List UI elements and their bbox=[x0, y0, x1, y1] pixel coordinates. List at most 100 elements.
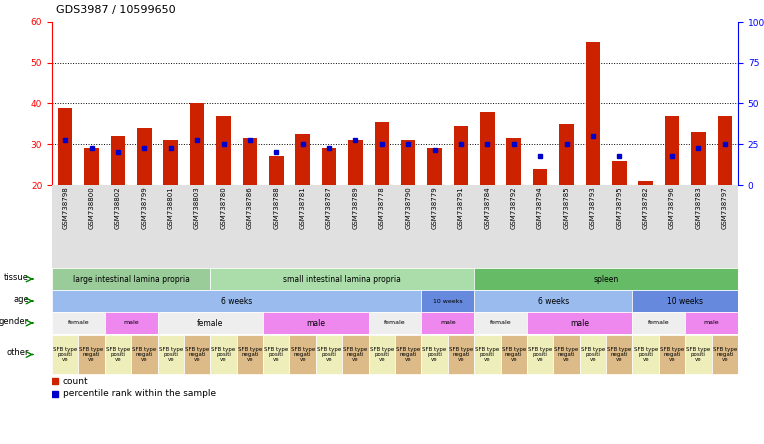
Text: SFB type
negati
ve: SFB type negati ve bbox=[448, 347, 473, 361]
Text: female: female bbox=[648, 321, 670, 325]
Text: SFB type
positi
ve: SFB type positi ve bbox=[686, 347, 711, 361]
Text: SFB type
positi
ve: SFB type positi ve bbox=[212, 347, 235, 361]
Bar bbox=[105, 313, 157, 333]
Text: large intestinal lamina propria: large intestinal lamina propria bbox=[73, 274, 189, 284]
Text: SFB type
positi
ve: SFB type positi ve bbox=[317, 347, 342, 361]
Bar bbox=[633, 335, 659, 374]
Bar bbox=[533, 169, 547, 185]
Bar bbox=[263, 335, 290, 374]
Bar bbox=[639, 181, 653, 185]
Bar bbox=[401, 140, 416, 185]
Bar bbox=[163, 140, 178, 185]
Bar bbox=[665, 116, 679, 185]
Text: SFB type
negati
ve: SFB type negati ve bbox=[607, 347, 631, 361]
Text: SFB type
negati
ve: SFB type negati ve bbox=[502, 347, 526, 361]
Text: SFB type
positi
ve: SFB type positi ve bbox=[581, 347, 605, 361]
Text: SFB type
positi
ve: SFB type positi ve bbox=[370, 347, 394, 361]
Bar bbox=[474, 269, 738, 289]
Bar bbox=[527, 335, 553, 374]
Bar bbox=[137, 128, 151, 185]
Bar bbox=[448, 335, 474, 374]
Bar bbox=[586, 42, 601, 185]
Bar bbox=[422, 335, 448, 374]
Text: GSM738787: GSM738787 bbox=[326, 186, 332, 230]
Bar bbox=[52, 335, 79, 374]
Bar bbox=[374, 122, 389, 185]
Bar bbox=[269, 156, 283, 185]
Bar bbox=[685, 313, 738, 333]
Text: female: female bbox=[384, 321, 406, 325]
Text: GSM738791: GSM738791 bbox=[458, 186, 464, 230]
Text: tissue: tissue bbox=[4, 274, 29, 282]
Text: GSM738794: GSM738794 bbox=[537, 186, 543, 229]
Bar bbox=[52, 269, 210, 289]
Bar bbox=[368, 335, 395, 374]
Bar bbox=[474, 335, 500, 374]
Text: GSM738798: GSM738798 bbox=[62, 186, 68, 230]
Text: SFB type
positi
ve: SFB type positi ve bbox=[475, 347, 500, 361]
Text: SFB type
negati
ve: SFB type negati ve bbox=[238, 347, 262, 361]
Bar bbox=[348, 140, 363, 185]
Text: gender: gender bbox=[0, 317, 29, 326]
Bar bbox=[58, 107, 73, 185]
Bar bbox=[342, 335, 368, 374]
Text: SFB type
positi
ve: SFB type positi ve bbox=[528, 347, 552, 361]
Bar bbox=[290, 335, 316, 374]
Text: GSM738780: GSM738780 bbox=[221, 186, 226, 230]
Text: GSM738796: GSM738796 bbox=[669, 186, 675, 230]
Bar bbox=[711, 335, 738, 374]
Bar bbox=[184, 335, 210, 374]
Text: SFB type
negati
ve: SFB type negati ve bbox=[555, 347, 578, 361]
Text: spleen: spleen bbox=[594, 274, 619, 284]
Bar bbox=[105, 335, 131, 374]
Bar bbox=[368, 313, 422, 333]
Text: GSM738789: GSM738789 bbox=[352, 186, 358, 230]
Bar bbox=[79, 335, 105, 374]
Bar bbox=[500, 335, 527, 374]
Text: GSM738784: GSM738784 bbox=[484, 186, 490, 229]
Bar bbox=[612, 161, 626, 185]
Bar bbox=[507, 138, 521, 185]
Text: female: female bbox=[490, 321, 511, 325]
Text: GSM738799: GSM738799 bbox=[141, 186, 147, 230]
Text: GSM738779: GSM738779 bbox=[432, 186, 438, 230]
Bar bbox=[52, 313, 105, 333]
Text: SFB type
negati
ve: SFB type negati ve bbox=[185, 347, 209, 361]
Bar bbox=[633, 313, 685, 333]
Bar bbox=[553, 335, 580, 374]
Text: GSM738793: GSM738793 bbox=[590, 186, 596, 230]
Text: GSM738801: GSM738801 bbox=[168, 186, 173, 230]
Text: GSM738790: GSM738790 bbox=[405, 186, 411, 230]
Bar bbox=[474, 313, 527, 333]
Bar bbox=[190, 103, 205, 185]
Bar bbox=[157, 335, 184, 374]
Bar bbox=[210, 269, 474, 289]
Bar bbox=[84, 148, 99, 185]
Text: SFB type
negati
ve: SFB type negati ve bbox=[660, 347, 685, 361]
Text: 6 weeks: 6 weeks bbox=[221, 297, 252, 305]
Bar bbox=[606, 335, 633, 374]
Text: SFB type
positi
ve: SFB type positi ve bbox=[633, 347, 658, 361]
Text: GSM738781: GSM738781 bbox=[299, 186, 306, 230]
Bar bbox=[316, 335, 342, 374]
Text: male: male bbox=[306, 318, 325, 328]
Bar bbox=[685, 335, 711, 374]
Text: GSM738786: GSM738786 bbox=[247, 186, 253, 230]
Text: GSM738783: GSM738783 bbox=[695, 186, 701, 230]
Text: SFB type
negati
ve: SFB type negati ve bbox=[79, 347, 104, 361]
Bar bbox=[422, 290, 474, 312]
Text: GSM738788: GSM738788 bbox=[274, 186, 280, 230]
Text: other: other bbox=[6, 348, 29, 357]
Text: SFB type
negati
ve: SFB type negati ve bbox=[132, 347, 157, 361]
Text: SFB type
negati
ve: SFB type negati ve bbox=[396, 347, 420, 361]
Text: GSM738802: GSM738802 bbox=[115, 186, 121, 229]
Text: small intestinal lamina propria: small intestinal lamina propria bbox=[283, 274, 401, 284]
Text: SFB type
negati
ve: SFB type negati ve bbox=[290, 347, 315, 361]
Bar bbox=[210, 335, 237, 374]
Text: male: male bbox=[440, 321, 455, 325]
Text: GSM738803: GSM738803 bbox=[194, 186, 200, 230]
Text: SFB type
positi
ve: SFB type positi ve bbox=[53, 347, 77, 361]
Bar bbox=[263, 313, 368, 333]
Text: GSM738795: GSM738795 bbox=[617, 186, 622, 229]
Bar bbox=[157, 313, 263, 333]
